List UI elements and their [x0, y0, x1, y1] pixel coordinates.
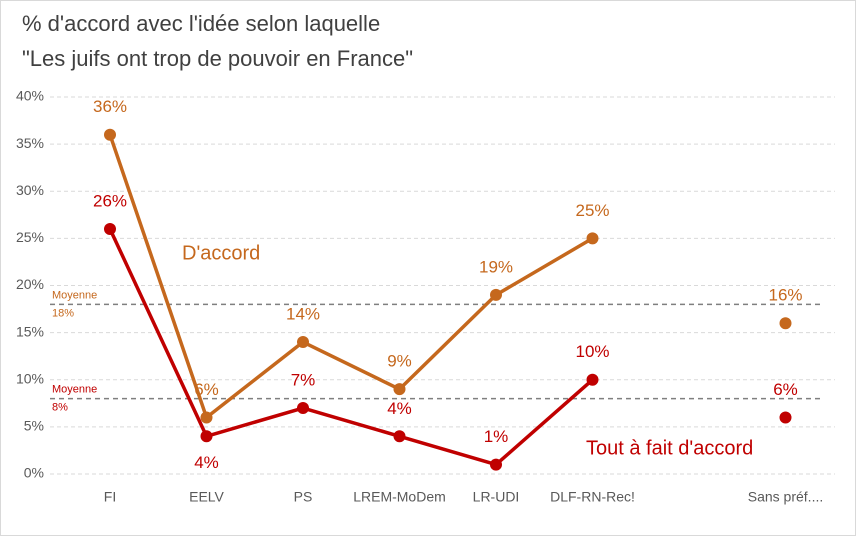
y-tick-label: 20% [16, 276, 44, 292]
y-tick-label: 30% [16, 182, 44, 198]
point [779, 317, 792, 330]
chart-title: % d'accord avec l'idée selon laquelle [22, 11, 380, 36]
data-label: 6% [773, 380, 798, 399]
data-label: 19% [479, 257, 513, 276]
series-name: D'accord [182, 242, 260, 264]
data-label: 25% [575, 201, 609, 220]
x-tick-label: PS [294, 489, 313, 505]
x-tick-label: FI [104, 489, 116, 505]
x-tick-label: Sans préf.... [748, 489, 823, 505]
y-tick-label: 0% [24, 465, 44, 481]
data-label: 6% [194, 380, 219, 399]
point [104, 222, 116, 235]
y-tick-label: 15% [16, 323, 44, 339]
point [586, 232, 599, 245]
x-tick-label: LREM-MoDem [353, 489, 446, 505]
reference-label: Moyenne [52, 384, 97, 396]
point [104, 128, 116, 141]
x-tick-label: EELV [189, 489, 224, 505]
point [200, 411, 213, 424]
point [490, 288, 502, 301]
x-tick-label: DLF-RN-Rec! [550, 489, 635, 505]
y-tick-label: 10% [16, 370, 44, 386]
x-tick-label: LR-UDI [473, 489, 520, 505]
point [393, 383, 406, 396]
reference-value-label: 8% [52, 402, 68, 414]
data-label: 1% [484, 427, 509, 446]
y-tick-label: 25% [16, 229, 44, 245]
reference-label: Moyenne [52, 289, 97, 301]
point [779, 411, 792, 424]
reference-value-label: 18% [52, 307, 74, 319]
point [393, 430, 406, 443]
data-label: 14% [286, 305, 320, 324]
point [586, 373, 599, 386]
data-label: 10% [575, 342, 609, 361]
chart-title: "Les juifs ont trop de pouvoir en France… [22, 46, 413, 71]
point [200, 430, 213, 443]
point [297, 336, 309, 349]
data-label: 7% [291, 371, 316, 390]
data-label: 9% [387, 352, 412, 371]
point [297, 402, 309, 415]
y-tick-label: 35% [16, 135, 44, 151]
point [490, 458, 502, 471]
y-tick-label: 40% [16, 88, 44, 104]
series-name: Tout à fait d'accord [586, 437, 753, 459]
data-label: 4% [387, 399, 412, 418]
data-label: 16% [768, 286, 802, 305]
y-tick-label: 5% [24, 418, 44, 434]
data-label: 4% [194, 453, 219, 472]
data-label: 36% [93, 97, 127, 116]
data-label: 26% [93, 191, 127, 210]
